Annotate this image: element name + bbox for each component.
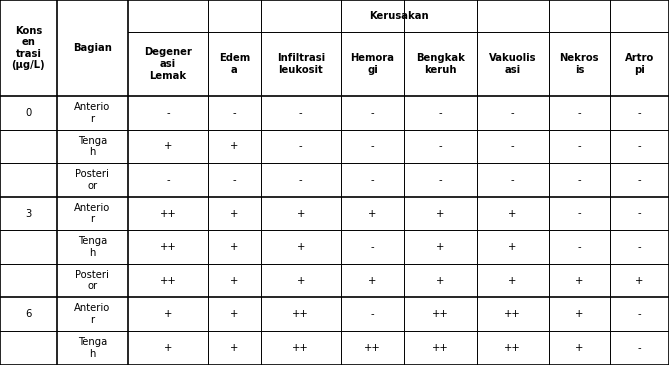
Text: +: +: [230, 141, 239, 151]
Text: +: +: [296, 276, 305, 286]
Text: Infiltrasi
leukosit: Infiltrasi leukosit: [277, 53, 325, 75]
Text: -: -: [511, 108, 514, 118]
Text: Posteri
or: Posteri or: [76, 270, 109, 292]
Text: Artro
pi: Artro pi: [625, 53, 654, 75]
Text: ++: ++: [432, 343, 449, 353]
Text: -: -: [371, 242, 375, 252]
Text: +: +: [230, 309, 239, 319]
Text: Bengkak
keruh: Bengkak keruh: [416, 53, 465, 75]
Text: Tenga
h: Tenga h: [78, 236, 107, 258]
Text: Nekros
is: Nekros is: [559, 53, 599, 75]
Text: +: +: [369, 276, 377, 286]
Text: -: -: [638, 141, 642, 151]
Text: +: +: [508, 242, 517, 252]
Text: 6: 6: [25, 309, 31, 319]
Text: -: -: [371, 309, 375, 319]
Text: +: +: [296, 242, 305, 252]
Text: -: -: [233, 175, 236, 185]
Text: -: -: [638, 175, 642, 185]
Text: ++: ++: [292, 343, 309, 353]
Text: +: +: [436, 242, 445, 252]
Text: -: -: [299, 108, 302, 118]
Text: Tenga
h: Tenga h: [78, 135, 107, 157]
Text: Anterio
r: Anterio r: [74, 203, 110, 224]
Text: +: +: [164, 343, 172, 353]
Text: -: -: [577, 108, 581, 118]
Text: -: -: [638, 108, 642, 118]
Text: -: -: [233, 108, 236, 118]
Text: -: -: [577, 242, 581, 252]
Text: -: -: [638, 242, 642, 252]
Text: +: +: [230, 276, 239, 286]
Text: +: +: [575, 343, 583, 353]
Text: +: +: [575, 276, 583, 286]
Text: -: -: [577, 208, 581, 219]
Text: Bagian: Bagian: [73, 43, 112, 53]
Text: -: -: [371, 175, 375, 185]
Text: -: -: [511, 141, 514, 151]
Text: +: +: [436, 276, 445, 286]
Text: -: -: [511, 175, 514, 185]
Text: +: +: [508, 208, 517, 219]
Text: Edem
a: Edem a: [219, 53, 250, 75]
Text: Kerusakan: Kerusakan: [369, 11, 428, 21]
Text: ++: ++: [364, 343, 381, 353]
Text: ++: ++: [292, 309, 309, 319]
Text: -: -: [439, 141, 442, 151]
Text: -: -: [638, 309, 642, 319]
Text: 3: 3: [25, 208, 31, 219]
Text: 0: 0: [25, 108, 31, 118]
Text: +: +: [230, 208, 239, 219]
Text: +: +: [369, 208, 377, 219]
Text: +: +: [508, 276, 517, 286]
Text: Posteri
or: Posteri or: [76, 169, 109, 191]
Text: Hemora
gi: Hemora gi: [351, 53, 395, 75]
Text: Kons
en
trasi
(μg/L): Kons en trasi (μg/L): [11, 26, 45, 70]
Text: +: +: [164, 309, 172, 319]
Text: ++: ++: [504, 343, 521, 353]
Text: +: +: [230, 242, 239, 252]
Text: -: -: [439, 108, 442, 118]
Text: -: -: [166, 108, 170, 118]
Text: -: -: [299, 141, 302, 151]
Text: +: +: [436, 208, 445, 219]
Text: ++: ++: [432, 309, 449, 319]
Text: -: -: [299, 175, 302, 185]
Text: -: -: [638, 208, 642, 219]
Text: -: -: [577, 141, 581, 151]
Text: -: -: [577, 175, 581, 185]
Text: ++: ++: [160, 276, 177, 286]
Text: +: +: [575, 309, 583, 319]
Text: Tenga
h: Tenga h: [78, 337, 107, 359]
Text: ++: ++: [160, 242, 177, 252]
Text: +: +: [636, 276, 644, 286]
Text: -: -: [371, 141, 375, 151]
Text: +: +: [296, 208, 305, 219]
Text: ++: ++: [504, 309, 521, 319]
Text: +: +: [230, 343, 239, 353]
Text: -: -: [439, 175, 442, 185]
Text: -: -: [371, 108, 375, 118]
Text: Vakuolis
asi: Vakuolis asi: [489, 53, 537, 75]
Text: +: +: [164, 141, 172, 151]
Text: Anterio
r: Anterio r: [74, 303, 110, 325]
Text: Anterio
r: Anterio r: [74, 102, 110, 124]
Text: Degener
asi
Lemak: Degener asi Lemak: [144, 47, 192, 81]
Text: -: -: [638, 343, 642, 353]
Text: -: -: [166, 175, 170, 185]
Text: ++: ++: [160, 208, 177, 219]
